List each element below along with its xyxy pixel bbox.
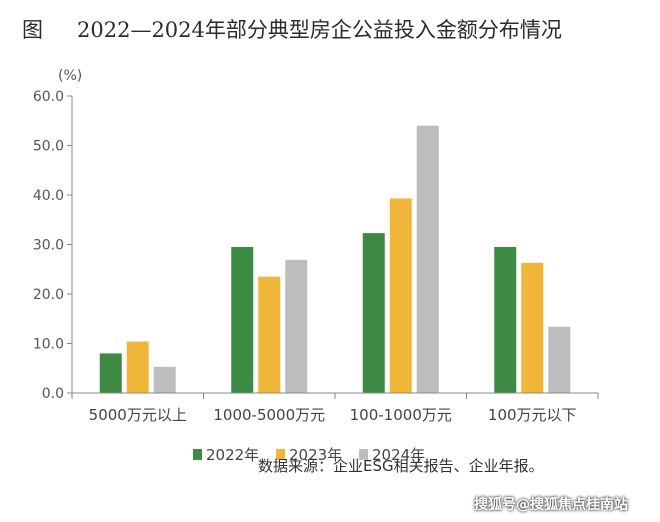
bar-2022-4 [494, 246, 517, 393]
source-note: 数据来源：企业ESG相关报告、企业年报。 [258, 457, 544, 475]
x-category-label: 100万元以下 [488, 406, 577, 424]
x-category-label: 1000-5000万元 [213, 406, 325, 424]
y-tick-label: 60.0 [33, 89, 64, 105]
figure-title: 图 2022—2024年部分典型房企公益投入金额分布情况 [22, 14, 562, 44]
bar-series [99, 125, 571, 393]
bar-2022-1 [99, 353, 122, 393]
x-category-label: 100-1000万元 [350, 406, 452, 424]
figure-title-text: 2022—2024年部分典型房企公益投入金额分布情况 [77, 18, 562, 42]
legend-swatch [359, 449, 368, 460]
figure-label: 图 [22, 18, 43, 42]
bar-2024-1 [153, 366, 176, 393]
legend-swatch [193, 449, 202, 460]
bar-2023-3 [389, 198, 412, 393]
y-tick-label: 50.0 [33, 139, 64, 155]
y-tick-label: 20.0 [33, 287, 64, 303]
legend-swatch [276, 449, 285, 460]
y-tick-label: 10.0 [33, 337, 64, 353]
bar-2024-2 [285, 259, 308, 393]
y-tick-label: 30.0 [33, 238, 64, 254]
watermark: 搜狐号@搜狐焦点桂南站 [474, 497, 628, 513]
y-tick-label: 0.0 [42, 386, 64, 402]
bar-2024-4 [548, 326, 571, 393]
y-axis: 0.0 10.0 20.0 30.0 40.0 50.0 60.0 [33, 89, 73, 402]
bar-2022-3 [362, 233, 385, 393]
legend-label: 2022年 [206, 446, 259, 464]
bar-2024-3 [416, 125, 439, 393]
legend-label: 2023年 [289, 446, 342, 464]
y-axis-unit-label: (%) [58, 68, 82, 84]
bar-2023-2 [258, 276, 281, 393]
y-tick-label: 40.0 [33, 188, 64, 204]
x-axis: 5000万元以上 1000-5000万元 100-1000万元 100万元以下 [71, 392, 599, 424]
legend: 2022年 2023年 2024年 [193, 446, 425, 464]
legend-label: 2024年 [372, 446, 425, 464]
bar-2023-4 [521, 262, 544, 393]
x-category-label: 5000万元以上 [89, 406, 187, 424]
bar-2022-2 [231, 246, 254, 393]
bar-2023-1 [126, 341, 149, 393]
